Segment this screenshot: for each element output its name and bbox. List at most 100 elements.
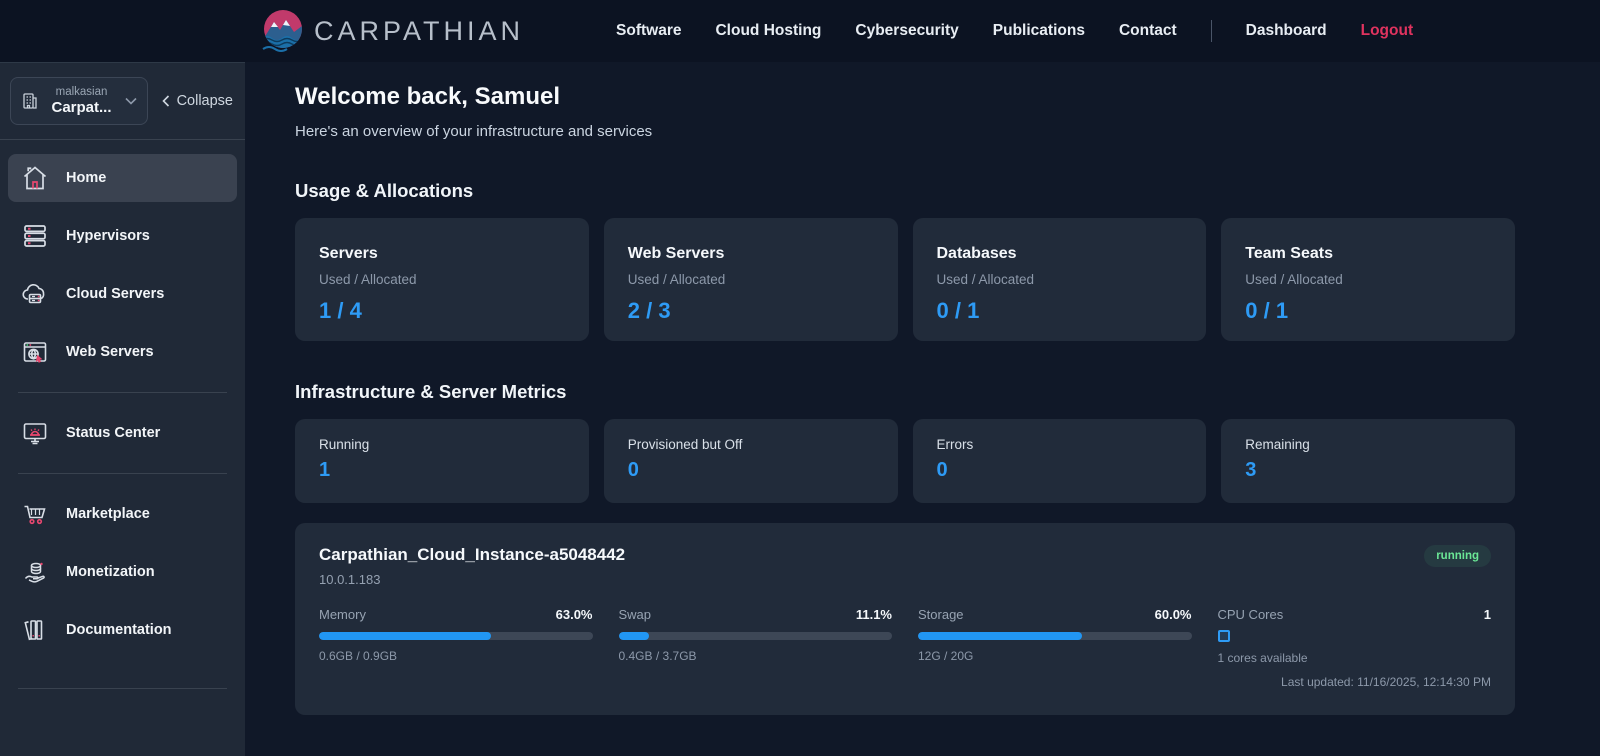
- page-title: Welcome back, Samuel: [295, 83, 561, 110]
- main-content: Welcome back, Samuel Here's an overview …: [245, 0, 1600, 756]
- organization-selector[interactable]: malkasian Carpat...: [10, 77, 148, 126]
- top-nav-links: Software Cloud Hosting Cybersecurity Pub…: [616, 20, 1413, 42]
- metric-label: Errors: [936, 437, 974, 452]
- brand-wordmark: CARPATHIAN: [314, 15, 525, 46]
- cpu-core-icon: [1217, 630, 1230, 642]
- card-value: 0 / 1: [936, 298, 980, 323]
- sidebar-item-monetization[interactable]: Monetization: [8, 548, 237, 596]
- memory-progress-bar: [319, 632, 593, 640]
- memory-label: Memory: [319, 607, 366, 622]
- nav-link-contact[interactable]: Contact: [1118, 22, 1177, 39]
- nav-link-publications[interactable]: Publications: [992, 22, 1085, 39]
- status-badge: running: [1424, 545, 1491, 567]
- sidebar-divider: [18, 688, 227, 690]
- usage-cards-row: Servers Used / Allocated 1 / 4 Web Serve…: [295, 218, 1515, 341]
- cpu-detail: 1 cores available: [1217, 651, 1308, 665]
- chevron-left-icon: [161, 95, 170, 107]
- sidebar-item-label: Hypervisors: [66, 228, 150, 245]
- sidebar-item-label: Status Center: [66, 425, 161, 442]
- instance-ip: 10.0.1.183: [319, 572, 381, 587]
- books-icon: [20, 615, 50, 645]
- cpu-value: 1: [1483, 607, 1491, 622]
- org-account-name: malkasian: [55, 86, 108, 98]
- coins-hand-icon: [20, 557, 50, 587]
- metric-label: Remaining: [1245, 437, 1310, 452]
- storage-progress-bar: [918, 632, 1192, 640]
- metric-card-provisioned-off[interactable]: Provisioned but Off 0: [603, 419, 898, 503]
- org-name: Carpat...: [51, 99, 112, 117]
- sidebar-item-label: Cloud Servers: [66, 286, 165, 303]
- server-rack-icon: [20, 221, 50, 251]
- nav-divider: [1210, 20, 1212, 42]
- instance-metrics: Memory 63.0% 0.6GB / 0.9GB Swap 11.1% 0.…: [319, 607, 1491, 665]
- building-icon: [21, 92, 38, 111]
- card-subtitle: Used / Allocated: [319, 272, 417, 287]
- metric-card-errors[interactable]: Errors 0: [912, 419, 1207, 503]
- usage-section-title: Usage & Allocations: [295, 180, 474, 201]
- cpu-metric: CPU Cores 1 1 cores available: [1217, 607, 1491, 665]
- instance-name: Carpathian_Cloud_Instance-a5048442: [319, 545, 626, 564]
- brand-logo[interactable]: CARPATHIAN: [262, 8, 524, 54]
- home-icon: [20, 163, 50, 193]
- sidebar-item-home[interactable]: Home: [8, 154, 237, 203]
- metrics-section-title: Infrastructure & Server Metrics: [295, 381, 567, 402]
- memory-percent: 63.0%: [555, 607, 593, 622]
- metric-value: 0: [936, 459, 948, 481]
- metric-value: 3: [1245, 459, 1257, 481]
- card-title: Servers: [319, 245, 378, 262]
- chevron-down-icon: [125, 97, 137, 105]
- card-subtitle: Used / Allocated: [936, 272, 1035, 287]
- sidebar-item-label: Marketplace: [66, 506, 150, 523]
- sidebar: malkasian Carpat... Collapse: [0, 62, 245, 756]
- page-subtitle: Here's an overview of your infrastructur…: [295, 123, 653, 140]
- usage-card-servers[interactable]: Servers Used / Allocated 1 / 4: [295, 218, 589, 341]
- metric-cards-row: Running 1 Provisioned but Off 0 Errors 0…: [295, 419, 1515, 503]
- cloud-server-icon: [20, 279, 50, 309]
- shopping-cart-icon: [20, 499, 50, 529]
- nav-link-dashboard[interactable]: Dashboard: [1245, 22, 1327, 39]
- sidebar-item-web-servers[interactable]: Web Servers: [8, 328, 237, 376]
- sidebar-item-cloud-servers[interactable]: Cloud Servers: [8, 270, 237, 318]
- sidebar-item-label: Monetization: [66, 564, 155, 581]
- nav-link-logout[interactable]: Logout: [1360, 22, 1414, 39]
- sidebar-item-hypervisors[interactable]: Hypervisors: [8, 212, 237, 260]
- browser-globe-icon: [20, 337, 50, 367]
- storage-label: Storage: [918, 607, 964, 622]
- sidebar-item-marketplace[interactable]: Marketplace: [8, 490, 237, 538]
- nav-link-cloud-hosting[interactable]: Cloud Hosting: [715, 22, 822, 39]
- card-subtitle: Used / Allocated: [1245, 272, 1343, 287]
- swap-metric: Swap 11.1% 0.4GB / 3.7GB: [618, 607, 892, 665]
- card-title: Team Seats: [1245, 245, 1333, 262]
- card-value: 1 / 4: [319, 298, 362, 323]
- cpu-label: CPU Cores: [1217, 607, 1284, 622]
- card-value: 0 / 1: [1245, 298, 1289, 323]
- status-monitor-icon: [20, 418, 50, 448]
- card-value: 2 / 3: [627, 298, 671, 323]
- metric-card-remaining[interactable]: Remaining 3: [1221, 419, 1515, 503]
- nav-link-cybersecurity[interactable]: Cybersecurity: [855, 22, 959, 39]
- storage-percent: 60.0%: [1154, 607, 1192, 622]
- sidebar-divider: [18, 473, 227, 475]
- sidebar-divider: [18, 392, 227, 394]
- instance-card[interactable]: Carpathian_Cloud_Instance-a5048442 10.0.…: [295, 523, 1515, 715]
- metric-value: 1: [319, 459, 331, 481]
- usage-card-web-servers[interactable]: Web Servers Used / Allocated 2 / 3: [603, 218, 898, 341]
- card-title: Web Servers: [627, 245, 725, 262]
- usage-card-databases[interactable]: Databases Used / Allocated 0 / 1: [912, 218, 1207, 341]
- sidebar-nav: Home Hypervisors: [0, 154, 245, 705]
- metric-label: Running: [319, 437, 370, 452]
- sidebar-item-label: Home: [66, 170, 107, 187]
- storage-detail: 12G / 20G: [918, 649, 974, 663]
- sidebar-collapse-button[interactable]: Collapse: [161, 93, 233, 109]
- sidebar-item-label: Web Servers: [66, 344, 154, 361]
- metric-label: Provisioned but Off: [627, 437, 743, 452]
- sidebar-item-documentation[interactable]: Documentation: [8, 606, 237, 654]
- card-subtitle: Used / Allocated: [627, 272, 726, 287]
- metric-card-running[interactable]: Running 1: [295, 419, 589, 503]
- memory-detail: 0.6GB / 0.9GB: [319, 649, 398, 663]
- usage-card-team-seats[interactable]: Team Seats Used / Allocated 0 / 1: [1221, 218, 1515, 341]
- nav-link-software[interactable]: Software: [616, 22, 682, 39]
- sidebar-item-label: Documentation: [66, 622, 172, 639]
- sidebar-item-status-center[interactable]: Status Center: [8, 409, 237, 457]
- metric-value: 0: [627, 459, 639, 481]
